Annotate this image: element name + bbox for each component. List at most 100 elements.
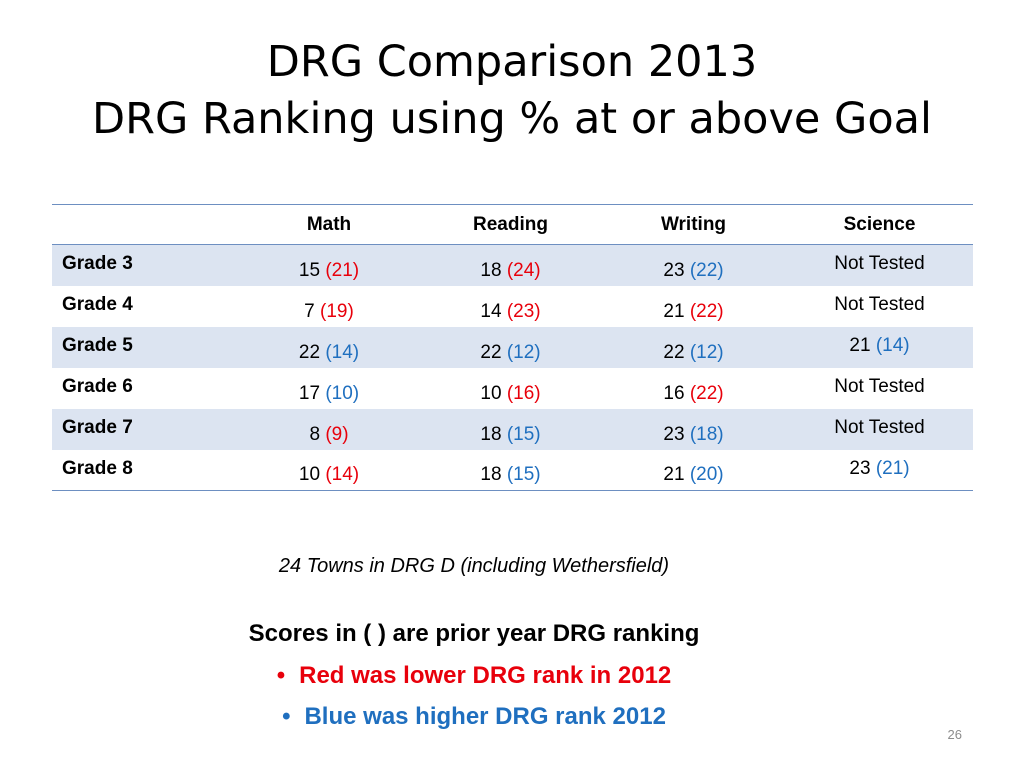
prior-rank: (22)	[689, 259, 724, 281]
current-rank: 22	[480, 341, 502, 363]
title-line-1: DRG Comparison 2013	[266, 37, 758, 87]
table-header-row: Math Reading Writing Science	[52, 204, 973, 245]
cell-writing: 23 (22)	[601, 245, 786, 286]
prior-rank: (20)	[689, 464, 724, 485]
current-rank: 21	[663, 300, 685, 322]
header-empty	[52, 204, 238, 245]
current-rank: 15	[298, 259, 321, 281]
cell-text: Not Tested	[834, 293, 925, 315]
row-label: Grade 3	[62, 253, 133, 274]
cell-writing: 16 (22)	[601, 368, 786, 409]
prior-rank: (16)	[506, 382, 541, 404]
header-math: Math	[238, 204, 420, 245]
current-rank: 10	[480, 382, 502, 404]
cell-writing: 23 (18)	[601, 409, 786, 450]
bullet-icon: •	[282, 703, 291, 730]
cell-reading: 10 (16)	[420, 368, 601, 409]
prior-rank: (14)	[325, 464, 360, 485]
prior-rank: (9)	[325, 423, 349, 445]
current-rank: 23	[663, 259, 685, 281]
current-rank: 18	[480, 464, 502, 485]
prior-rank: (22)	[689, 382, 724, 404]
cell-reading: 18 (24)	[420, 245, 601, 286]
cell-science: Not Tested	[786, 409, 973, 450]
prior-rank: (12)	[506, 341, 541, 363]
cell-writing: 22 (12)	[601, 327, 786, 368]
current-rank: 8	[309, 423, 321, 445]
row-label: Grade 8	[52, 449, 238, 491]
current-rank: 18	[480, 423, 502, 445]
cell-science: 21 (14)	[786, 327, 973, 368]
cell-text: Not Tested	[834, 375, 925, 397]
current-rank: 21	[663, 464, 685, 485]
current-rank: 22	[663, 341, 685, 363]
row-label: Grade 6	[62, 375, 133, 397]
table-row: Grade 5 22 (14) 22 (12) 22 (12) 21 (14)	[52, 326, 973, 368]
row-label: Grade 5	[62, 334, 133, 356]
cell-text: Not Tested	[834, 253, 925, 274]
current-rank: 22	[298, 341, 321, 363]
current-rank: 16	[663, 382, 685, 404]
drg-ranking-table: Math Reading Writing Science Grade 3 15 (…	[52, 204, 973, 491]
cell-writing: 21 (20)	[601, 449, 786, 491]
cell-math: 8 (9)	[238, 409, 420, 450]
cell-reading: 18 (15)	[420, 409, 601, 450]
prior-rank: (23)	[506, 300, 541, 322]
cell-text: Not Tested	[834, 416, 925, 438]
current-rank: 23	[663, 423, 685, 445]
current-rank: 10	[298, 464, 321, 485]
prior-rank: (24)	[506, 259, 541, 281]
bullet-icon: •	[276, 662, 286, 689]
prior-rank: (15)	[506, 423, 541, 445]
current-rank: 17	[298, 382, 321, 404]
cell-reading: 18 (15)	[420, 449, 601, 491]
prior-rank: (14)	[325, 341, 360, 363]
legend-heading: Scores in ( ) are prior year DRG ranking	[248, 620, 700, 647]
current-rank: 21	[849, 334, 871, 356]
cell-science: Not Tested	[786, 286, 973, 327]
cell-science: 23 (21)	[786, 449, 973, 491]
prior-rank: (14)	[875, 334, 910, 356]
header-writing: Writing	[601, 204, 786, 245]
cell-math: 7 (19)	[238, 286, 420, 327]
cell-reading: 14 (23)	[420, 286, 601, 327]
title-line-2: DRG Ranking using % at or above Goal	[92, 94, 932, 144]
current-rank: 18	[480, 259, 502, 281]
current-rank: 14	[480, 300, 502, 322]
legend-blue-item: • Blue was higher DRG rank 2012	[0, 703, 948, 731]
prior-rank: (18)	[689, 423, 724, 445]
legend-red-item: • Red was lower DRG rank in 2012	[0, 662, 948, 690]
current-rank: 23	[849, 457, 871, 479]
prior-rank: (10)	[325, 382, 360, 404]
header-reading: Reading	[420, 204, 601, 245]
prior-rank: (22)	[689, 300, 724, 322]
prior-rank: (15)	[506, 464, 541, 485]
table-row: Grade 3 15 (21) 18 (24) 23 (22) Not Tested	[52, 244, 973, 286]
table-body: Grade 3 15 (21) 18 (24) 23 (22) Not Tested Gr…	[52, 244, 973, 491]
current-rank: 7	[304, 300, 315, 322]
slide-title: DRG Comparison 2013 DRG Ranking using % …	[0, 34, 1024, 148]
header-science: Science	[786, 204, 973, 245]
cell-writing: 21 (22)	[601, 286, 786, 327]
towns-note: 24 Towns in DRG D (including Wethersfiel…	[278, 555, 670, 577]
cell-reading: 22 (12)	[420, 327, 601, 368]
row-label: Grade 7	[62, 416, 133, 438]
prior-rank: (21)	[875, 457, 910, 479]
slide-number: 26	[947, 727, 962, 742]
cell-math: 22 (14)	[238, 327, 420, 368]
row-label: Grade 4	[62, 293, 133, 315]
table-row: Grade 8 10 (14) 18 (15) 21 (20) 23 (21)	[52, 449, 973, 491]
cell-science: Not Tested	[786, 245, 973, 286]
cell-math: 10 (14)	[238, 449, 420, 491]
prior-rank: (21)	[325, 259, 360, 281]
cell-science: Not Tested	[786, 368, 973, 409]
legend-red-text: Red was lower DRG rank in 2012	[299, 662, 672, 689]
legend-blue-text: Blue was higher DRG rank 2012	[304, 703, 666, 730]
table-row: Grade 6 17 (10) 10 (16) 16 (22) Not Tested	[52, 368, 973, 409]
cell-math: 17 (10)	[238, 368, 420, 409]
prior-rank: (12)	[689, 341, 724, 363]
prior-rank: (19)	[320, 300, 354, 322]
cell-math: 15 (21)	[238, 245, 420, 286]
